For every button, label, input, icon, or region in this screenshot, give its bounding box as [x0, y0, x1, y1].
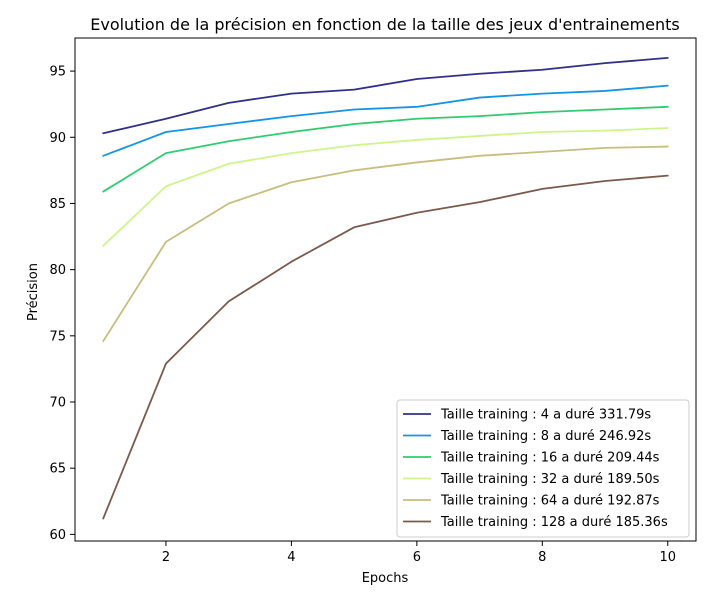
series-line-3: [102, 105, 669, 193]
legend-label-5: Taille training : 64 a duré 192.87s: [440, 494, 660, 509]
y-tick-label: 80: [49, 263, 66, 278]
y-tick-label: 85: [49, 197, 66, 212]
legend-label-1: Taille training : 4 a duré 331.79s: [440, 408, 651, 423]
y-tick-label: 65: [49, 462, 66, 477]
y-tick-label: 95: [49, 65, 66, 80]
series-line-1: [102, 56, 669, 135]
x-tick-label: 8: [538, 550, 546, 565]
y-tick-label: 75: [49, 329, 66, 344]
legend-label-3: Taille training : 16 a duré 209.44s: [440, 451, 660, 466]
x-axis-label: Epochs: [362, 571, 409, 586]
x-tick-label: 6: [413, 550, 421, 565]
legend-box: [396, 399, 690, 538]
ticks-layer: 2 4 6 8 10 60 65 70 75 80 85 90 95: [49, 65, 676, 565]
series-line-6: [102, 174, 669, 520]
x-tick-label: 4: [287, 550, 295, 565]
series-line-4: [102, 127, 669, 247]
legend: Taille training : 4 a duré 331.79s Taille…: [396, 399, 690, 538]
chart-title: Evolution de la précision en fonction de…: [90, 15, 680, 34]
x-tick-label: 10: [659, 550, 676, 565]
legend-label-6: Taille training : 128 a duré 185.36s: [440, 515, 668, 530]
x-tick-label: 2: [162, 550, 170, 565]
y-tick-label: 70: [49, 396, 66, 411]
series-layer: [102, 56, 669, 520]
y-tick-label: 60: [49, 528, 66, 543]
series-line-2: [102, 84, 669, 157]
y-tick-label: 90: [49, 131, 66, 146]
legend-label-4: Taille training : 32 a duré 189.50s: [440, 472, 660, 487]
y-axis-label: Précision: [26, 263, 41, 321]
legend-label-2: Taille training : 8 a duré 246.92s: [440, 429, 651, 444]
series-line-5: [102, 145, 669, 343]
